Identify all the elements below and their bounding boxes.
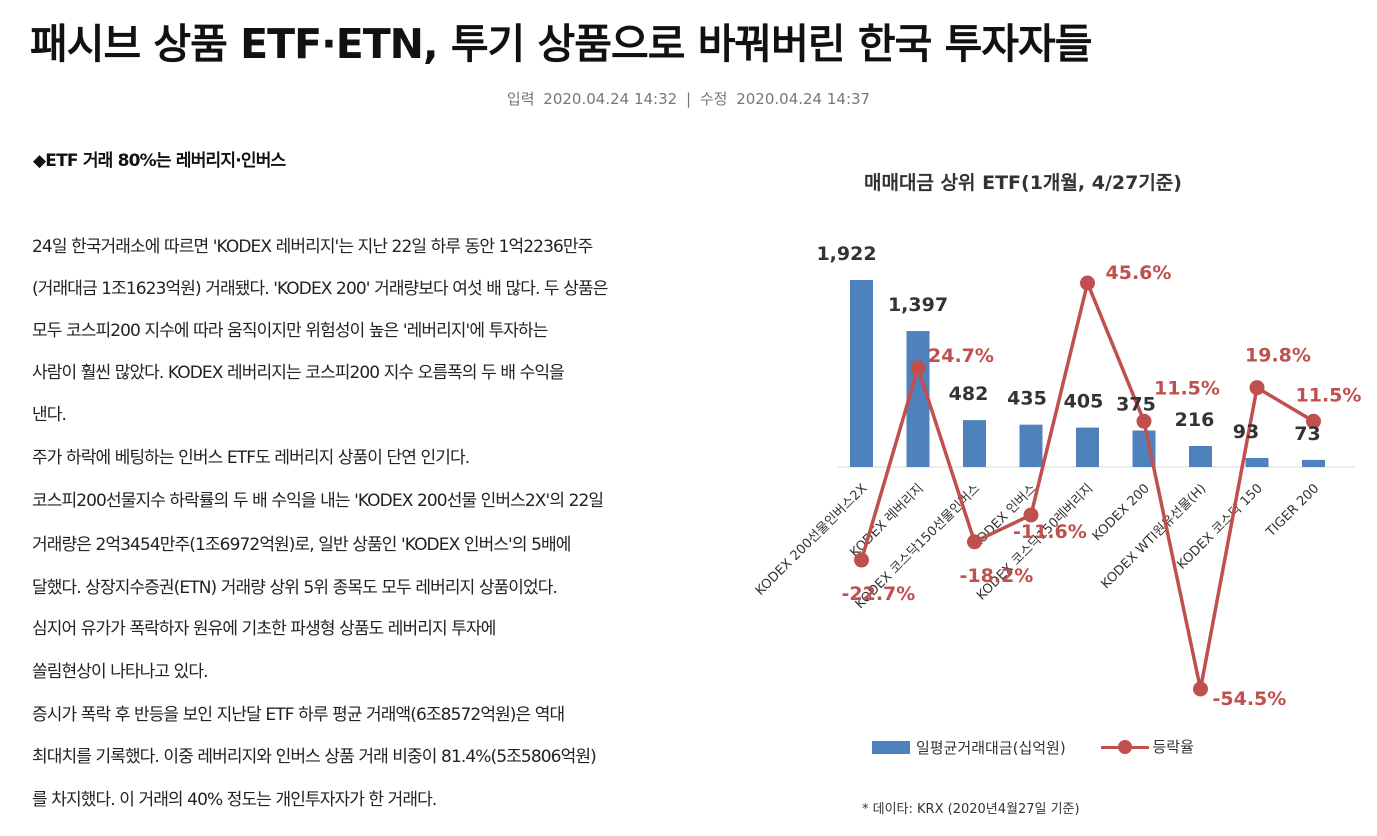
body-line: 최대치를 기록했다. 이중 레버리지와 인버스 상품 거래 비중이 81.4%(… (32, 747, 597, 767)
line-value-label: 11.5% (1154, 377, 1220, 399)
bar-swatch-icon (872, 740, 910, 754)
bar-value-label: 1,922 (816, 243, 876, 265)
body-line: 쏠림현상이 나타나고 있다. (32, 662, 209, 682)
body-line: 모두 코스피200 지수에 따라 움직이지만 위험성이 높은 '레버리지'에 투… (32, 321, 548, 341)
bar-value-label: 482 (949, 383, 989, 405)
article-headline: 패시브 상품 ETF·ETN, 투기 상품으로 바꿔버린 한국 투자자들 (30, 20, 1092, 68)
line-point (1306, 413, 1321, 429)
bar (1245, 457, 1269, 467)
line-point (1249, 380, 1265, 396)
dateline-separator: | (685, 90, 692, 108)
body-line: 달했다. 상장지수증권(ETN) 거래량 상위 5위 종목도 모두 레버리지 상… (32, 578, 558, 598)
bar (1302, 459, 1325, 467)
edit-date: 2020.04.24 14:37 (736, 90, 871, 108)
bar-value-label: 375 (1116, 394, 1156, 416)
line-value-label: 19.8% (1245, 345, 1311, 367)
line-value-label: -22.7% (842, 583, 916, 605)
category-label: KODEX 200 (1090, 481, 1153, 544)
body-line: 코스피200선물지수 하락률의 두 배 수익을 내는 'KODEX 200선물 … (32, 491, 604, 511)
line-value-label: -11.6% (1013, 521, 1087, 543)
section-heading: ◆ETF 거래 80%는 레버리지·인버스 (33, 151, 286, 171)
line-point (1193, 681, 1208, 697)
line-value-label: 24.7% (928, 345, 994, 367)
body-line: 심지어 유가가 폭락하자 원유에 기초한 파생형 상품도 레버리지 투자에 (32, 619, 496, 639)
body-line: 거래량은 2억3454만주(1조6972억원)로, 일반 상품인 'KODEX … (32, 535, 571, 555)
chart-legend: 일평균거래대금(십억원) 등락율 (872, 736, 1224, 758)
bar-value-label: 405 (1064, 391, 1104, 413)
bar-value-label: 73 (1294, 423, 1320, 445)
category-label: KODEX WTI원유선물(H) (1099, 481, 1210, 592)
input-date: 2020.04.24 14:32 (543, 90, 678, 108)
line-point (1080, 275, 1095, 291)
chart-title: 매매대금 상위 ETF(1개월, 4/27기준) (864, 172, 1182, 194)
line-value-label: 11.5% (1296, 384, 1362, 406)
line-point (910, 360, 926, 376)
bar-value-label: 435 (1007, 388, 1047, 410)
category-label: TIGER 200 (1263, 481, 1322, 540)
body-line: 주가 하락에 베팅하는 인버스 ETF도 레버리지 상품이 단연 인기다. (32, 448, 470, 468)
body-line: 증시가 폭락 후 반등을 보인 지난달 ETF 하루 평균 거래액(6조8572… (32, 705, 565, 725)
legend-bar-label: 일평균거래대금(십억원) (916, 738, 1066, 757)
line-value-label: 45.6% (1106, 262, 1172, 284)
bar-value-label: 216 (1175, 409, 1215, 431)
body-line: 를 차지했다. 이 거래의 40% 정도는 개인투자자가 한 거래다. (32, 790, 437, 810)
line-point (854, 552, 869, 568)
line-marker-icon (1100, 739, 1149, 754)
line-point (967, 534, 982, 550)
body-line: 사람이 훨씬 많았다. KODEX 레버리지는 코스피200 지수 오름폭의 두… (32, 363, 565, 383)
bar (1019, 424, 1043, 467)
legend-bar-item: 일평균거래대금(십억원) (872, 737, 1066, 758)
body-line: (거래대금 1조1623억원) 거래됐다. 'KODEX 200' 거래량보다 … (32, 279, 608, 299)
bar (1132, 430, 1156, 467)
body-line: 24일 한국거래소에 따르면 'KODEX 레버리지'는 지난 22일 하루 동… (32, 237, 593, 257)
bar (850, 280, 873, 467)
category-label: KODEX 200선물인버스2X (753, 481, 871, 599)
article-dateline: 입력 2020.04.24 14:32 | 수정 2020.04.24 14:3… (0, 88, 1377, 109)
line-point (1136, 413, 1152, 429)
bar (963, 420, 986, 467)
line-value-label: -18.2% (960, 565, 1034, 587)
bar-value-label: 1,397 (888, 294, 948, 316)
bar (1076, 427, 1099, 467)
chart-source: * 데이타: KRX (2020년4월27일 기준) (862, 802, 1080, 817)
input-label: 입력 (506, 90, 535, 108)
body-line: 낸다. (32, 405, 67, 425)
edit-label: 수정 (699, 90, 728, 108)
line-value-label: -54.5% (1213, 688, 1287, 710)
legend-line-item: 등락율 (1100, 736, 1194, 757)
bar (1189, 445, 1212, 467)
legend-line-label: 등락율 (1152, 738, 1194, 756)
bar-value-label: 93 (1233, 421, 1259, 443)
line-point (1023, 507, 1039, 523)
